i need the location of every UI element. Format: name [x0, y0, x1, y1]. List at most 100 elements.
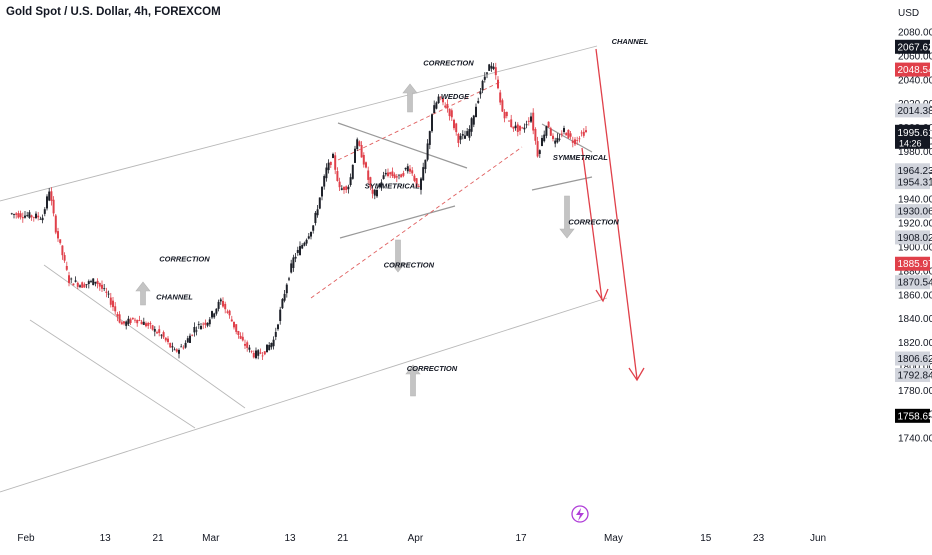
candle-body	[446, 104, 448, 108]
candle-body	[328, 163, 330, 170]
candle-body	[578, 138, 580, 139]
candle-body	[200, 326, 202, 329]
candle-body	[101, 285, 103, 289]
candle-body	[193, 327, 195, 332]
price-label: 1758.65	[898, 411, 932, 422]
candle-body	[42, 218, 44, 220]
candle-body	[167, 339, 169, 342]
candle-body	[482, 81, 484, 90]
candle-body	[321, 187, 323, 196]
candle-body	[218, 302, 220, 309]
candle-body	[510, 119, 512, 127]
candle-body	[57, 231, 59, 238]
candle-body	[64, 255, 66, 261]
candle-body	[174, 349, 176, 350]
candle-body	[295, 257, 297, 259]
candle-body	[275, 332, 277, 337]
candle-body	[317, 209, 319, 215]
candle-body	[438, 97, 440, 103]
candle-body	[123, 321, 125, 323]
triangle1-lower-line	[340, 206, 455, 238]
candle-body	[330, 162, 332, 165]
candle-body	[543, 135, 545, 142]
candle-body	[28, 212, 30, 218]
candle-body	[484, 77, 486, 80]
candle-body	[61, 246, 63, 256]
candle-body	[528, 121, 530, 122]
candle-body	[81, 282, 83, 287]
candle-body	[209, 319, 211, 324]
candle-body	[253, 353, 255, 357]
candle-body	[13, 214, 15, 215]
annotation-label: WEDGE	[441, 92, 470, 101]
candle-body	[264, 351, 266, 354]
candle-body	[229, 311, 231, 316]
candle-body	[112, 301, 114, 307]
candle-body	[314, 213, 316, 223]
y-tick-label: 1940.00	[898, 195, 932, 206]
x-tick-label: 21	[337, 533, 349, 544]
currency-label: USD	[898, 8, 919, 19]
candle-body	[231, 320, 233, 322]
price-label: 1870.54	[898, 278, 932, 289]
triangle2-lower-line	[532, 177, 592, 190]
candle-body	[299, 246, 301, 255]
annotation-label: CORRECTION	[384, 260, 435, 269]
candle-body	[279, 310, 281, 321]
candle-body	[108, 294, 110, 295]
candle-body	[286, 285, 288, 294]
candle-body	[277, 325, 279, 330]
candle-body	[398, 175, 400, 176]
candle-body	[196, 331, 198, 332]
candle-body	[233, 322, 235, 328]
candle-body	[400, 174, 402, 177]
candle-body	[301, 245, 303, 248]
candle-body	[497, 80, 499, 88]
candle-body	[556, 138, 558, 142]
x-tick-label: 17	[515, 533, 527, 544]
candle-body	[512, 127, 514, 129]
candle-body	[521, 128, 523, 129]
x-tick-label: Mar	[202, 533, 220, 544]
candle-body	[75, 280, 77, 281]
candle-body	[119, 314, 121, 322]
candle-body	[55, 216, 57, 233]
candle-body	[519, 126, 521, 131]
candle-body	[361, 145, 363, 157]
candle-body	[152, 325, 154, 329]
candle-body	[455, 123, 457, 132]
candle-body	[105, 292, 107, 293]
candle-body	[396, 176, 398, 177]
price-label: 2014.38	[898, 106, 932, 117]
candle-body	[490, 66, 492, 69]
candle-body	[284, 294, 286, 301]
candle-body	[468, 129, 470, 138]
candle-body	[457, 134, 459, 143]
y-tick-label: 2080.00	[898, 28, 932, 39]
candle-body	[24, 216, 26, 218]
annotation-label: CHANNEL	[612, 37, 649, 46]
x-tick-label: 15	[700, 533, 712, 544]
candle-body	[134, 320, 136, 321]
candle-body	[431, 114, 433, 131]
x-tick-label: Feb	[17, 533, 35, 544]
candle-body	[248, 348, 250, 350]
candle-body	[530, 116, 532, 121]
candle-body	[116, 314, 118, 316]
y-tick-label: 1920.00	[898, 219, 932, 230]
annotation-label: CORRECTION	[568, 217, 619, 226]
candle-body	[499, 92, 501, 102]
candle-body	[374, 190, 376, 196]
candle-body	[515, 126, 517, 128]
candle-body	[559, 139, 561, 140]
candle-body	[444, 106, 446, 108]
candle-body	[204, 323, 206, 325]
projection-arrow-line	[596, 49, 637, 379]
candle-body	[220, 300, 222, 302]
x-tick-label: Apr	[408, 533, 424, 544]
candle-body	[213, 313, 215, 317]
candle-body	[389, 172, 391, 174]
candle-body	[332, 154, 334, 158]
